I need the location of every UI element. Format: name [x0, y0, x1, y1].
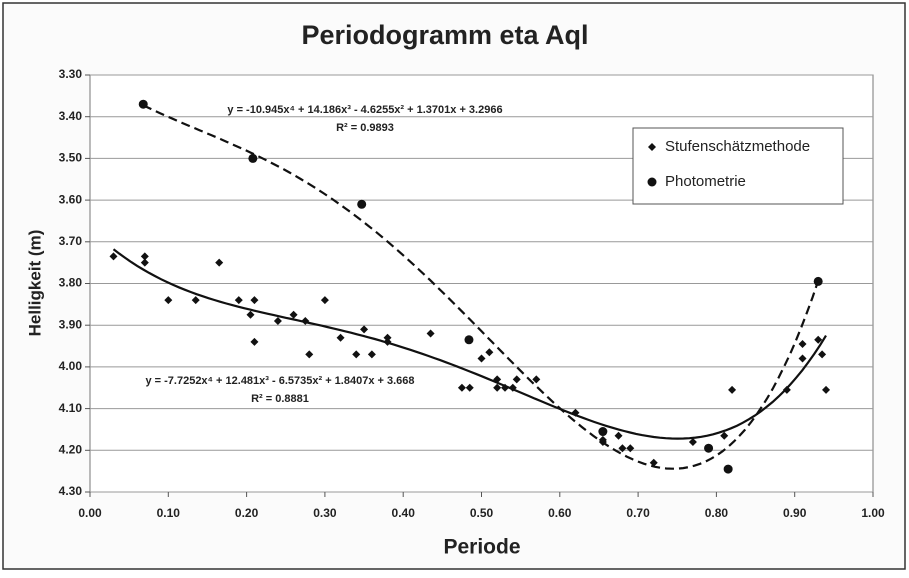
point [336, 333, 345, 342]
y-tick-label: 3.50 [59, 151, 83, 165]
y-tick-label: 3.80 [59, 276, 83, 290]
point [688, 437, 697, 446]
y-tick-label: 4.20 [59, 442, 83, 456]
point [618, 444, 627, 453]
point [782, 385, 791, 394]
y-tick-label: 4.30 [59, 484, 83, 498]
point [493, 375, 502, 384]
point [352, 350, 361, 359]
point [598, 427, 608, 437]
point [289, 310, 298, 319]
legend-label: Photometrie [665, 173, 746, 190]
point [426, 329, 435, 338]
point [814, 335, 823, 344]
point [357, 199, 367, 209]
point [273, 317, 282, 326]
point [532, 375, 541, 384]
y-tick-label: 3.60 [59, 192, 83, 206]
point [720, 431, 729, 440]
point [457, 383, 466, 392]
point [649, 458, 658, 467]
legend-marker [647, 177, 657, 187]
point [191, 296, 200, 305]
point [383, 333, 392, 342]
point [234, 296, 243, 305]
y-tick-label: 3.40 [59, 109, 83, 123]
trend-equation: y = -7.7252x⁴ + 12.481x³ - 6.5735x² + 1.… [145, 375, 414, 387]
point [626, 444, 635, 453]
legend-marker [648, 143, 656, 151]
trend-r2: R² = 0.9893 [336, 122, 394, 134]
point [728, 385, 737, 394]
point [215, 258, 224, 267]
point [383, 337, 392, 346]
point [614, 431, 623, 440]
trend-line [142, 104, 820, 470]
legend-box [632, 127, 844, 205]
x-tick-label: 0.10 [157, 506, 181, 520]
x-tick-label: 0.30 [313, 506, 337, 520]
point [301, 317, 310, 326]
point [571, 408, 580, 417]
y-tick-label: 4.10 [59, 401, 83, 415]
point [704, 443, 714, 453]
x-tick-label: 0.80 [705, 506, 729, 520]
point [508, 383, 517, 392]
point [477, 354, 486, 363]
trend-r2: R² = 0.8881 [251, 393, 309, 405]
x-tick-label: 0.60 [548, 506, 572, 520]
point [493, 383, 502, 392]
point [320, 296, 329, 305]
x-axis-title: Periode [443, 536, 520, 559]
point [465, 383, 474, 392]
point [798, 354, 807, 363]
point [500, 383, 509, 392]
legend-label: Stufenschätzmethode [665, 138, 810, 155]
x-tick-label: 0.50 [470, 506, 494, 520]
point [723, 464, 733, 474]
x-tick-label: 0.20 [235, 506, 259, 520]
point [485, 348, 494, 357]
trend-line [112, 248, 827, 440]
x-tick-label: 0.90 [783, 506, 807, 520]
point [798, 339, 807, 348]
y-tick-label: 3.30 [59, 67, 83, 81]
point [140, 252, 149, 261]
point [109, 252, 118, 261]
x-tick-label: 0.00 [78, 506, 102, 520]
x-tick-label: 0.70 [626, 506, 650, 520]
point [822, 385, 831, 394]
point [246, 310, 255, 319]
point [360, 325, 369, 334]
point [512, 375, 521, 384]
trend-equation: y = -10.945x⁴ + 14.186x³ - 4.6255x² + 1.… [227, 104, 502, 116]
point [598, 435, 607, 444]
y-tick-label: 4.00 [59, 359, 83, 373]
chart-title: Periodogramm eta Aql [301, 20, 588, 50]
point [140, 258, 149, 267]
point [250, 296, 259, 305]
point [464, 335, 474, 345]
point [813, 276, 823, 286]
y-tick-label: 3.90 [59, 317, 83, 331]
point [818, 350, 827, 359]
point [138, 99, 148, 109]
x-tick-label: 1.00 [861, 506, 885, 520]
point [164, 296, 173, 305]
y-tick-label: 3.70 [59, 234, 83, 248]
point [250, 337, 259, 346]
x-tick-label: 0.40 [392, 506, 416, 520]
point [367, 350, 376, 359]
y-axis-title: Helligkeit (m) [25, 230, 44, 337]
point [248, 153, 258, 163]
point [305, 350, 314, 359]
